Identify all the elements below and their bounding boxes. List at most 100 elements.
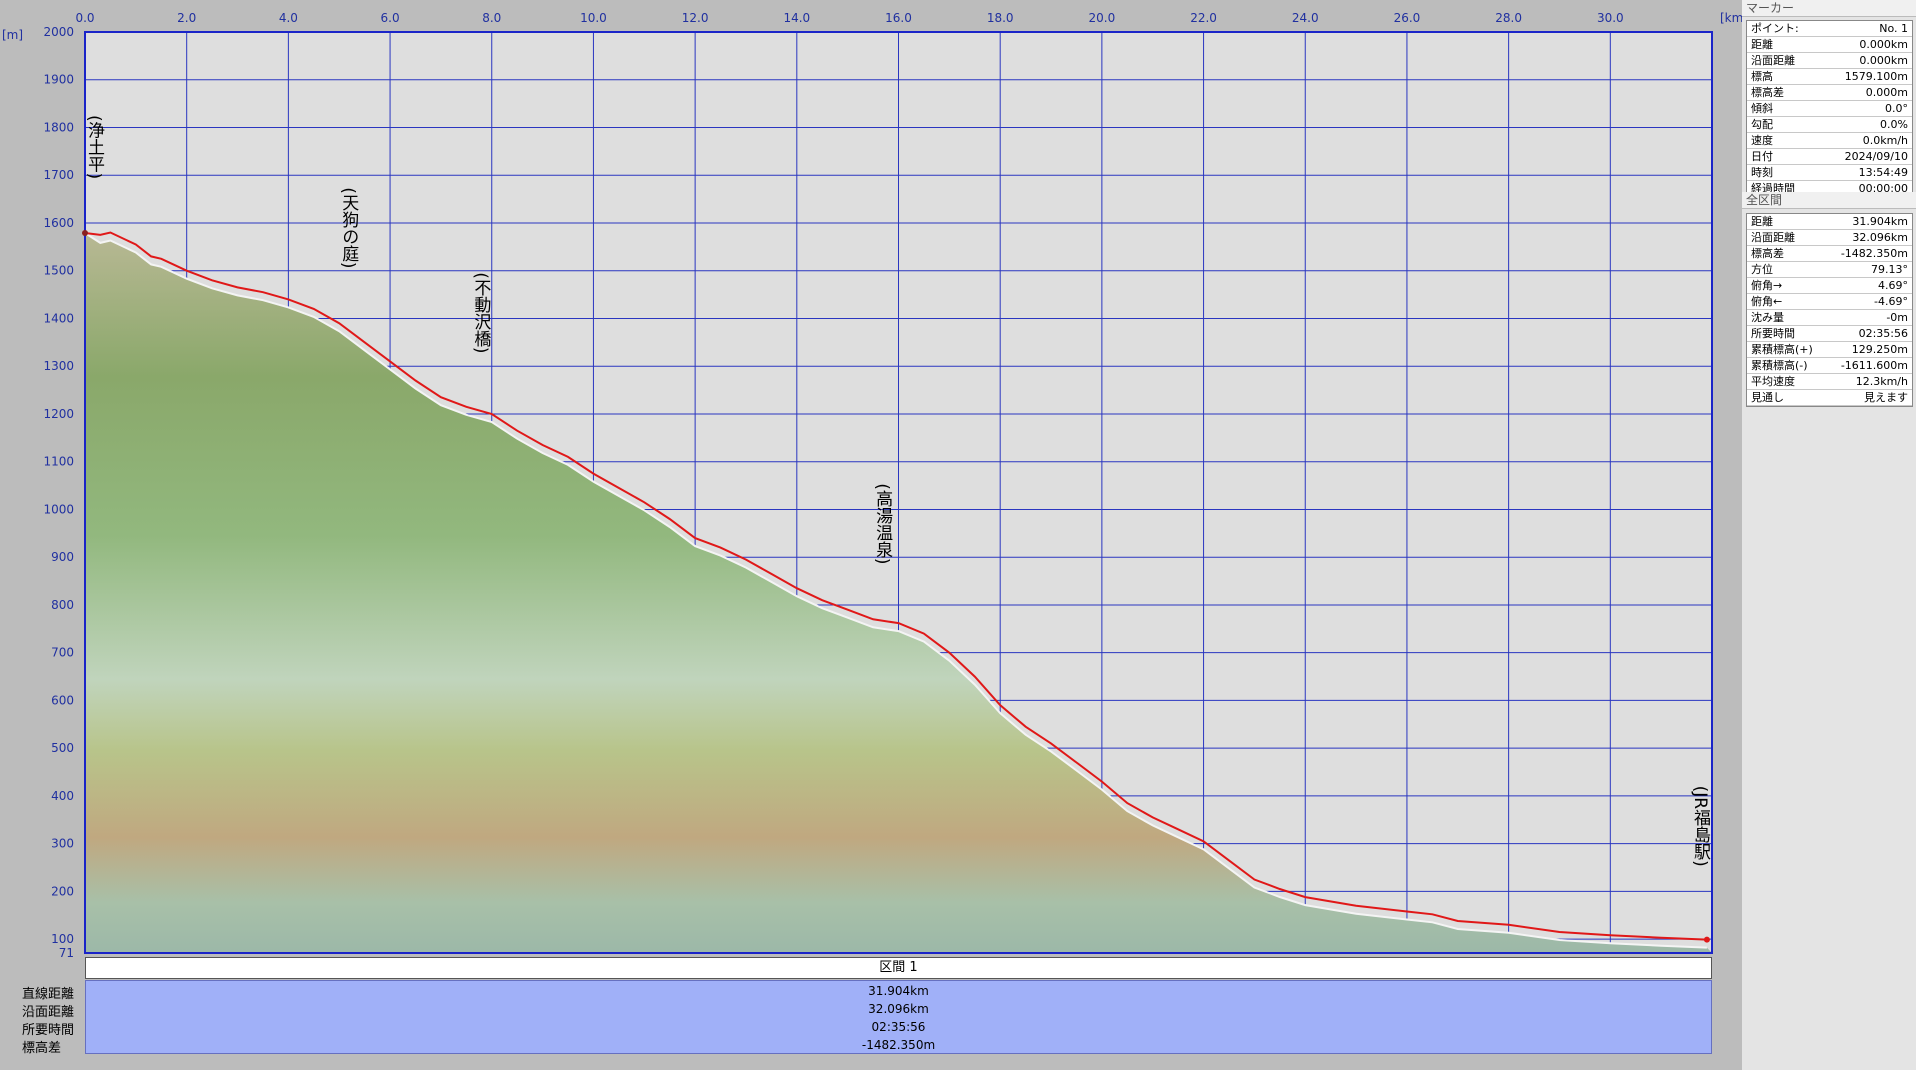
y-tick-label: 600 [51,693,74,707]
y-tick-label: 2000 [43,25,74,39]
info-value: 0.000m [1865,86,1908,99]
x-tick-label: 20.0 [1089,11,1116,25]
info-value: 31.904km [1852,215,1908,228]
x-tick-label: 24.0 [1292,11,1319,25]
x-unit-label: [km] [1720,11,1742,25]
info-row: 俯角← -4.69° [1747,294,1912,310]
terrain-edge [84,232,1707,949]
waypoint-label: (不動沢橋) [470,272,491,353]
info-value: 1579.100m [1844,70,1908,83]
marker-info-table: ポイント: No. 1 距離 0.000km 沿面距離 0.000km 標高 1579.100… [1746,20,1913,198]
info-value: 12.3km/h [1855,375,1908,388]
info-key: 経過時間 [1751,182,1795,195]
info-row: 標高差 0.000m [1747,85,1912,101]
info-key: 標高差 [1751,247,1784,260]
total-info-table: 距離 31.904km 沿面距離 32.096km 標高差 -1482.350m 方位 79.… [1746,213,1913,407]
y-tick-label: 1900 [43,73,74,87]
info-value: No. 1 [1879,22,1908,35]
info-row: 傾斜 0.0° [1747,101,1912,117]
x-tick-label: 2.0 [177,11,196,25]
x-tick-label: 6.0 [381,11,400,25]
x-tick-label: 26.0 [1394,11,1421,25]
x-tick-label: 22.0 [1190,11,1217,25]
info-value: 0.000km [1859,38,1908,51]
info-key: 俯角→ [1751,279,1783,292]
section-value: 31.904km [868,984,929,998]
waypoint-label: (JR福島駅) [1690,786,1711,867]
marker-panel-title: マーカー [1742,0,1916,17]
section-value: -1482.350m [861,1038,936,1052]
start-point-marker [82,230,88,237]
info-row: 速度 0.0km/h [1747,133,1912,149]
info-value: 0.000km [1859,54,1908,67]
section-summary: 31.904km 32.096km 02:35:56 -1482.350m [85,980,1712,1054]
route-line [84,231,1707,941]
info-row: 沿面距離 0.000km [1747,53,1912,69]
info-value: -1611.600m [1840,359,1908,372]
x-tick-label: 14.0 [783,11,810,25]
end-point-marker [1703,936,1710,943]
info-row: 日付 2024/09/10 [1747,149,1912,165]
info-key: 所要時間 [1751,327,1795,340]
info-key: 時刻 [1751,166,1773,179]
info-row: 距離 31.904km [1747,214,1912,230]
info-key: 累積標高(-) [1751,359,1808,372]
info-value: -1482.350m [1840,247,1908,260]
info-key: 速度 [1751,134,1773,147]
y-tick-label: 100 [51,932,74,946]
straight-distance-label: 直線距離 [22,987,75,1002]
info-row: 方位 79.13° [1747,262,1912,278]
info-key: 沈み量 [1751,311,1784,324]
info-key: 方位 [1751,263,1773,276]
info-key: 日付 [1751,150,1773,163]
info-value: 32.096km [1852,231,1908,244]
section-header: 区間 1 [85,957,1712,979]
info-key: 平均速度 [1751,375,1795,388]
x-tick-label: 4.0 [279,11,298,25]
y-tick-label: 700 [51,646,74,660]
y-tick-label: 1100 [43,455,74,469]
info-row: ポイント: No. 1 [1747,21,1912,37]
waypoint-label: (浄土平) [84,115,105,179]
y-tick-label: 300 [51,837,74,851]
info-value: 00:00:00 [1858,182,1908,195]
info-key: 勾配 [1751,118,1773,131]
y-tick-label: 900 [51,550,74,564]
waypoint-label: (高湯温泉) [872,483,893,564]
y-unit-label: [m] [2,28,23,42]
elevation-profile-chart: 0.0 2.0 4.0 6.0 8.0 10.0 12.0 14.0 16.0 18.0 20.0 2… [2,11,1742,960]
elevation-diff-label: 標高差 [22,1041,62,1056]
y-tick-label: 500 [51,741,74,755]
info-row: 沿面距離 32.096km [1747,230,1912,246]
y-tick-label: 1200 [43,407,74,421]
section-value: 02:35:56 [871,1020,926,1034]
y-tick-label: 71 [59,946,74,960]
info-value: -4.69° [1874,295,1908,308]
x-tick-label: 18.0 [987,11,1014,25]
total-panel-title: 全区間 [1742,192,1916,209]
info-key: 距離 [1751,215,1773,228]
info-panel: マーカー ポイント: No. 1 距離 0.000km 沿面距離 0.000km 標高 157… [1742,0,1916,1070]
waypoint-label: (天狗の庭) [338,187,359,268]
x-tick-label: 16.0 [885,11,912,25]
info-row: 所要時間 02:35:56 [1747,326,1912,342]
info-value: 13:54:49 [1858,166,1908,179]
section-value: 32.096km [868,1002,929,1016]
info-row: 距離 0.000km [1747,37,1912,53]
y-tick-label: 200 [51,884,74,898]
info-key: 距離 [1751,38,1773,51]
info-value: 0.0% [1880,118,1908,131]
info-value: 02:35:56 [1858,327,1908,340]
x-tick-label: 28.0 [1495,11,1522,25]
info-row: 累積標高(-) -1611.600m [1747,358,1912,374]
info-row: 累積標高(+) 129.250m [1747,342,1912,358]
y-tick-label: 1300 [43,359,74,373]
info-key: 沿面距離 [1751,54,1795,67]
info-row: 標高 1579.100m [1747,69,1912,85]
info-row: 標高差 -1482.350m [1747,246,1912,262]
surface-distance-label: 沿面距離 [22,1005,75,1020]
info-row: 俯角→ 4.69° [1747,278,1912,294]
info-value: 79.13° [1871,263,1908,276]
x-tick-label: 10.0 [580,11,607,25]
info-key: 累積標高(+) [1751,343,1813,356]
